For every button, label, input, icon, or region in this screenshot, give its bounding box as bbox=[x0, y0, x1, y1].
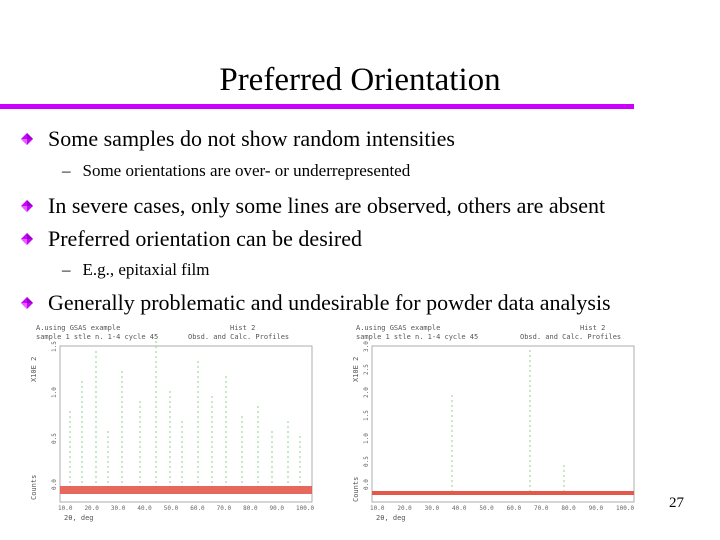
plot-header-left: A.using GSAS example bbox=[36, 324, 121, 332]
y-tick-label: 0.5 bbox=[363, 456, 370, 467]
bullet-text: Generally problematic and undesirable fo… bbox=[48, 290, 611, 315]
sub-bullet-item: – E.g., epitaxial film bbox=[62, 260, 210, 280]
plot-canvas: 10.0 20.0 30.0 40.0 50.0 60.0 70.0 80.0 90.0 100.… bbox=[51, 338, 314, 512]
diamond-bullet-icon bbox=[21, 233, 33, 245]
x-tick-label: 90.0 bbox=[589, 505, 604, 512]
x-tick-label: 70.0 bbox=[217, 505, 232, 512]
x-tick-label: 40.0 bbox=[452, 505, 467, 512]
x-tick-label: 20.0 bbox=[84, 505, 99, 512]
x-tick-label: 30.0 bbox=[425, 505, 440, 512]
bullet-text: Some samples do not show random intensit… bbox=[48, 126, 455, 151]
bullet-text: Preferred orientation can be desired bbox=[48, 226, 362, 251]
plot-header-left2: sample 1 stle n. 1-4 cycle 45 bbox=[36, 333, 159, 341]
x-tick-label: 30.0 bbox=[111, 505, 126, 512]
plot-ylabel2: Counts bbox=[30, 474, 38, 500]
plot-header-left: A.using GSAS example bbox=[356, 324, 441, 332]
x-tick-label: 80.0 bbox=[561, 505, 576, 512]
x-tick-label: 100.0 bbox=[616, 505, 634, 512]
y-tick-label: 1.0 bbox=[363, 433, 370, 444]
x-tick-label: 80.0 bbox=[243, 505, 258, 512]
plot-header-left2: sample 1 stle n. 1-4 cycle 45 bbox=[356, 333, 479, 341]
bullet-item: Some samples do not show random intensit… bbox=[20, 126, 455, 152]
bullet-item: Generally problematic and undesirable fo… bbox=[20, 290, 611, 316]
plot-header-right: Hist 2 bbox=[580, 324, 606, 332]
x-tick-label: 100.0 bbox=[296, 505, 314, 512]
dash-marker: – bbox=[62, 161, 71, 180]
y-tick-label: 1.0 bbox=[51, 387, 58, 398]
x-tick-label: 60.0 bbox=[507, 505, 522, 512]
plot-ylabel: X10E 2 bbox=[352, 356, 360, 382]
title-underline bbox=[0, 104, 634, 109]
plot-header-mid: Obsd. and Calc. Profiles bbox=[520, 333, 622, 341]
bullet-text: In severe cases, only some lines are obs… bbox=[48, 193, 606, 218]
y-tick-label: 3.0 bbox=[363, 341, 370, 352]
bullet-item: In severe cases, only some lines are obs… bbox=[20, 193, 605, 219]
diamond-bullet-icon bbox=[21, 133, 33, 145]
y-tick-label: 0.0 bbox=[51, 479, 58, 490]
plot-xlabel: 2θ, deg bbox=[376, 514, 406, 522]
x-tick-label: 90.0 bbox=[270, 505, 285, 512]
diamond-bullet-icon bbox=[21, 297, 33, 309]
page-number: 27 bbox=[669, 495, 684, 511]
plot-header-mid: Obsd. and Calc. Profiles bbox=[188, 333, 290, 341]
y-tick-label: 1.5 bbox=[363, 410, 370, 421]
plot-canvas: 10.0 20.0 30.0 40.0 50.0 60.0 70.0 80.0 90.0 100.… bbox=[363, 341, 634, 512]
x-tick-label: 10.0 bbox=[370, 505, 385, 512]
plot-ylabel: X10E 2 bbox=[30, 356, 38, 382]
x-tick-label: 50.0 bbox=[479, 505, 494, 512]
x-tick-label: 70.0 bbox=[534, 505, 549, 512]
sub-bullet-text: E.g., epitaxial film bbox=[82, 260, 210, 279]
diamond-bullet-icon bbox=[21, 200, 33, 212]
slide-title: Preferred Orientation bbox=[219, 62, 501, 98]
bullet-item: Preferred orientation can be desired bbox=[20, 226, 362, 252]
y-tick-label: 0.5 bbox=[51, 433, 58, 444]
sub-bullet-text: Some orientations are over- or underrepr… bbox=[82, 161, 411, 180]
x-tick-label: 10.0 bbox=[58, 505, 73, 512]
plot-ylabel2: Counts bbox=[352, 476, 360, 502]
sub-bullet-item: – Some orientations are over- or underrep… bbox=[62, 161, 410, 181]
y-tick-label: 2.0 bbox=[363, 387, 370, 398]
powder-pattern-random: A.using GSAS example Hist 2 sample 1 stl… bbox=[30, 322, 320, 528]
x-tick-label: 20.0 bbox=[397, 505, 412, 512]
y-tick-label: 1.5 bbox=[51, 341, 58, 352]
x-tick-label: 50.0 bbox=[164, 505, 179, 512]
plot-header-right: Hist 2 bbox=[230, 324, 256, 332]
dash-marker: – bbox=[62, 260, 71, 279]
powder-pattern-oriented: A.using GSAS example Hist 2 sample 1 stl… bbox=[350, 322, 640, 528]
plot-xlabel: 2θ, deg bbox=[64, 514, 94, 522]
y-tick-label: 2.5 bbox=[363, 364, 370, 375]
x-tick-label: 60.0 bbox=[190, 505, 205, 512]
y-tick-label: 0.0 bbox=[363, 479, 370, 490]
x-tick-label: 40.0 bbox=[137, 505, 152, 512]
